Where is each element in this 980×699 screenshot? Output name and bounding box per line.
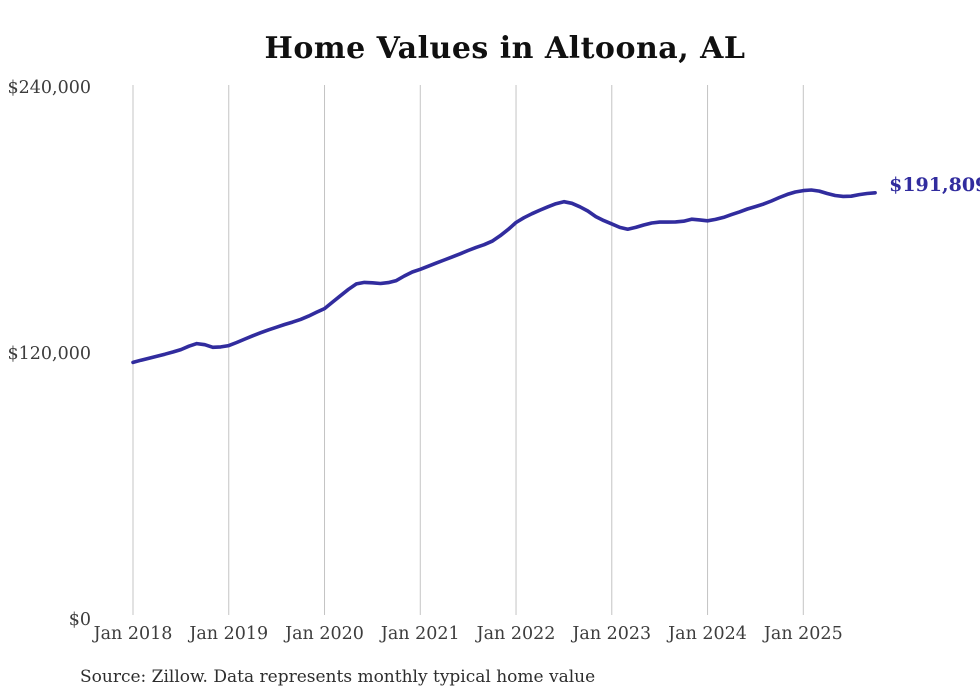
home-value-line bbox=[131, 188, 877, 365]
chart-title: Home Values in Altoona, AL bbox=[264, 31, 746, 66]
y-tick-label: $120,000 bbox=[7, 344, 91, 364]
x-tick-label: Jan 2018 bbox=[93, 624, 173, 644]
x-tick-label: Jan 2019 bbox=[189, 624, 269, 644]
final-value-label: $191,809 bbox=[889, 173, 980, 196]
source-note: Source: Zillow. Data represents monthly … bbox=[80, 667, 596, 687]
x-tick-label: Jan 2021 bbox=[380, 624, 460, 644]
x-tick-label: Jan 2024 bbox=[668, 624, 747, 644]
x-tick-label: Jan 2020 bbox=[285, 624, 364, 644]
y-tick-label: $240,000 bbox=[7, 78, 91, 98]
x-tick-label: Jan 2023 bbox=[572, 624, 652, 644]
y-tick-label: $0 bbox=[68, 610, 91, 630]
x-tick-label: Jan 2025 bbox=[763, 624, 843, 644]
x-tick-label: Jan 2022 bbox=[476, 624, 556, 644]
